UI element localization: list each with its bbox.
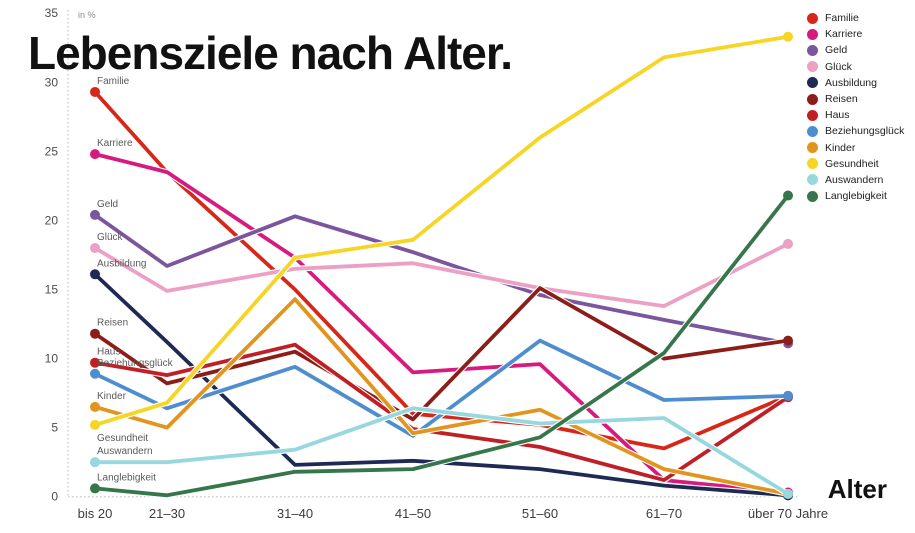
legend-color-dot [807, 142, 818, 154]
x-tick-label: 21–30 [149, 506, 185, 521]
series-outline-Langlebigkeit [92, 192, 791, 499]
legend-item-Auswandern: Auswandern [807, 172, 907, 188]
series-start-label-Auswandern: Auswandern [97, 446, 153, 457]
y-tick-label: 30 [45, 75, 59, 89]
series-line-Kinder [93, 297, 790, 496]
legend-label: Auswandern [825, 173, 884, 186]
series-start-dot-Geld [90, 209, 100, 220]
y-tick-label: 20 [45, 213, 59, 227]
x-tick-label: 61–70 [646, 506, 682, 521]
legend-color-dot [807, 44, 818, 56]
legend-color-dot [807, 77, 818, 89]
series-start-dot-Beziehungsglück [90, 368, 100, 379]
series-line-Gesundheit [93, 34, 790, 427]
series-line-Ausbildung [93, 272, 790, 498]
y-tick-label: 5 [51, 421, 58, 435]
legend-label: Kinder [825, 141, 856, 154]
chart-title: Lebensziele nach Alter. [28, 27, 513, 79]
series-start-label-Langlebigkeit: Langlebigkeit [97, 472, 156, 483]
x-tick-label: über 70 Jahre [748, 506, 828, 521]
series-start-label-Glück: Glück [97, 232, 124, 243]
x-axis-title: Alter [827, 474, 887, 504]
series-start-dot-Familie [90, 86, 100, 97]
legend-label: Gesundheit [825, 157, 879, 170]
legend-item-Karriere: Karriere [807, 26, 907, 42]
x-tick-label: bis 20 [78, 506, 113, 521]
legend: Familie Karriere Geld Glück Ausbildung Reisen… [807, 10, 907, 204]
legend-item-Haus: Haus [807, 107, 907, 123]
legend-label: Karriere [825, 28, 863, 41]
series-start-dot-Ausbildung [90, 269, 100, 280]
series-start-dot-Gesundheit [90, 419, 100, 430]
legend-item-Glück: Glück [807, 59, 907, 75]
series-start-label-Gesundheit: Gesundheit [97, 433, 148, 444]
series-start-dot-Reisen [90, 328, 100, 339]
series-line-Langlebigkeit [93, 193, 790, 498]
series-start-dot-Glück [90, 243, 100, 254]
legend-label: Glück [825, 60, 852, 73]
series-end-dot-Auswandern [783, 488, 793, 499]
series-start-dot-Karriere [90, 149, 100, 160]
series-start-label-Haus: Haus [97, 347, 120, 358]
x-tick-label: 31–40 [277, 506, 313, 521]
legend-item-Familie: Familie [807, 10, 907, 26]
y-axis-unit-label: in % [78, 10, 96, 20]
y-tick-label: 0 [51, 490, 58, 504]
legend-item-Geld: Geld [807, 42, 907, 58]
series-line-Auswandern [93, 406, 790, 496]
series-start-label-Geld: Geld [97, 199, 118, 210]
legend-label: Familie [825, 12, 859, 25]
series-start-dot-Haus [90, 357, 100, 368]
series-end-dot-Gesundheit [783, 31, 793, 42]
series-end-dot-Reisen [783, 335, 793, 346]
legend-label: Geld [825, 44, 848, 57]
series-end-dot-Glück [783, 238, 793, 249]
legend-color-dot [807, 28, 818, 40]
legend-color-dot [807, 190, 818, 202]
y-tick-label: 25 [45, 144, 59, 158]
legend-color-dot [807, 109, 818, 121]
series-line-Reisen [93, 286, 790, 422]
legend-color-dot [807, 61, 818, 73]
series-start-label-Kinder: Kinder [97, 391, 127, 402]
legend-label: Haus [825, 109, 850, 122]
legend-item-Ausbildung: Ausbildung [807, 75, 907, 91]
y-tick-label: 35 [45, 6, 59, 20]
legend-item-Reisen: Reisen [807, 91, 907, 107]
legend-color-dot [807, 125, 818, 137]
legend-item-Beziehungsglück: Beziehungsglück [807, 123, 907, 139]
legend-label: Langlebigkeit [825, 190, 887, 203]
series-start-label-Beziehungsglück: Beziehungsglück [97, 358, 174, 369]
legend-color-dot [807, 93, 818, 105]
series-start-dot-Kinder [90, 401, 100, 412]
legend-color-dot [807, 12, 818, 24]
series-end-dot-Beziehungsglück [783, 390, 793, 401]
legend-item-Gesundheit: Gesundheit [807, 156, 907, 172]
y-tick-label: 10 [45, 352, 59, 366]
x-tick-label: 51–60 [522, 506, 558, 521]
series-start-label-Karriere: Karriere [97, 138, 133, 149]
series-line-Geld [93, 212, 790, 346]
series-start-label-Familie: Familie [97, 76, 130, 87]
series-start-dot-Auswandern [90, 457, 100, 468]
legend-item-Langlebigkeit: Langlebigkeit [807, 188, 907, 204]
legend-item-Kinder: Kinder [807, 140, 907, 156]
x-tick-label: 41–50 [395, 506, 431, 521]
legend-color-dot [807, 158, 818, 170]
series-start-label-Reisen: Reisen [97, 318, 128, 329]
legend-label: Beziehungsglück [825, 125, 905, 138]
series-start-dot-Langlebigkeit [90, 483, 100, 494]
series-end-dot-Langlebigkeit [783, 190, 793, 201]
series-start-label-Ausbildung: Ausbildung [97, 258, 146, 269]
legend-label: Reisen [825, 93, 858, 106]
legend-color-dot [807, 174, 818, 186]
legend-label: Ausbildung [825, 76, 877, 89]
series-line-Glück [93, 241, 790, 309]
y-tick-label: 15 [45, 282, 59, 296]
